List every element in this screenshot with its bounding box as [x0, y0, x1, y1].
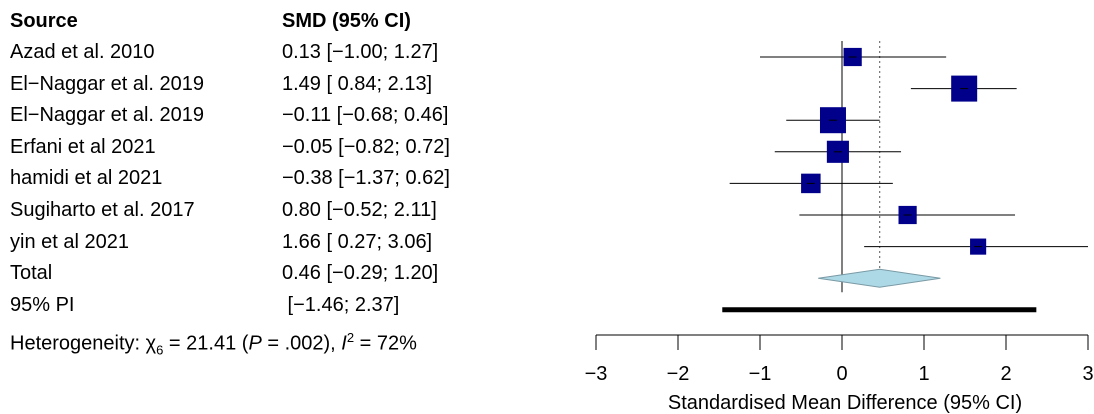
x-tick-label: 2: [1000, 363, 1011, 385]
het-chi-value: = 21.41 (: [163, 332, 249, 355]
x-tick-label: −1: [749, 363, 772, 385]
table-row-source: Total: [10, 262, 53, 285]
source-header: Source: [10, 10, 78, 32]
het-df: 6: [156, 342, 164, 358]
x-tick-label: 3: [1082, 363, 1093, 385]
table-row-source: 95% PI: [10, 293, 75, 316]
table-row-ci: −0.38 [−1.37; 0.62]: [282, 167, 450, 190]
het-i-exp: 2: [346, 330, 355, 345]
table-row-source: El−Naggar et al. 2019: [10, 72, 205, 95]
table-row-ci: −0.11 [−0.68; 0.46]: [282, 104, 449, 127]
x-tick-label: −2: [667, 363, 690, 385]
het-p-value: = .002),: [261, 332, 342, 355]
pooled-diamond: [818, 268, 941, 288]
table-row-source: Erfani et al 2021: [10, 135, 156, 158]
table-row-ci: [−1.46; 2.37]: [282, 293, 400, 316]
x-tick-label: 0: [836, 363, 847, 385]
x-tick-label: 1: [918, 363, 929, 385]
table-row-ci: 0.13 [−1.00; 1.27]: [282, 41, 439, 63]
table-row-source: Azad et al. 2010: [10, 41, 155, 63]
table-row-ci: 1.49 [ 0.84; 2.13]: [282, 72, 433, 95]
x-tick-label: −3: [585, 363, 608, 385]
heterogeneity-text: Heterogeneity: χ6 = 21.41 (P = .002), I2…: [10, 325, 417, 364]
table-row-source: hamidi et al 2021: [10, 167, 163, 190]
table-row-ci: 0.80 [−0.52; 2.11]: [282, 199, 437, 221]
het-i-value: = 72%: [354, 332, 417, 355]
table-row-ci: 0.46 [−0.29; 1.20]: [282, 262, 439, 285]
het-prefix: Heterogeneity: χ: [10, 332, 157, 355]
x-axis-label: Standardised Mean Difference (95% CI): [668, 392, 1022, 414]
table-row-ci: 1.66 [ 0.27; 3.06]: [282, 230, 433, 253]
table-row-source: Sugiharto et al. 2017: [10, 199, 195, 221]
table-row-source: El−Naggar et al. 2019: [10, 104, 205, 127]
table-row-source: yin et al 2021: [10, 230, 129, 253]
het-i-letter: I: [341, 332, 347, 355]
smd-header: SMD (95% CI): [282, 10, 411, 32]
table-row-ci: −0.05 [−0.82; 0.72]: [282, 135, 450, 158]
het-p-letter: P: [248, 332, 262, 355]
